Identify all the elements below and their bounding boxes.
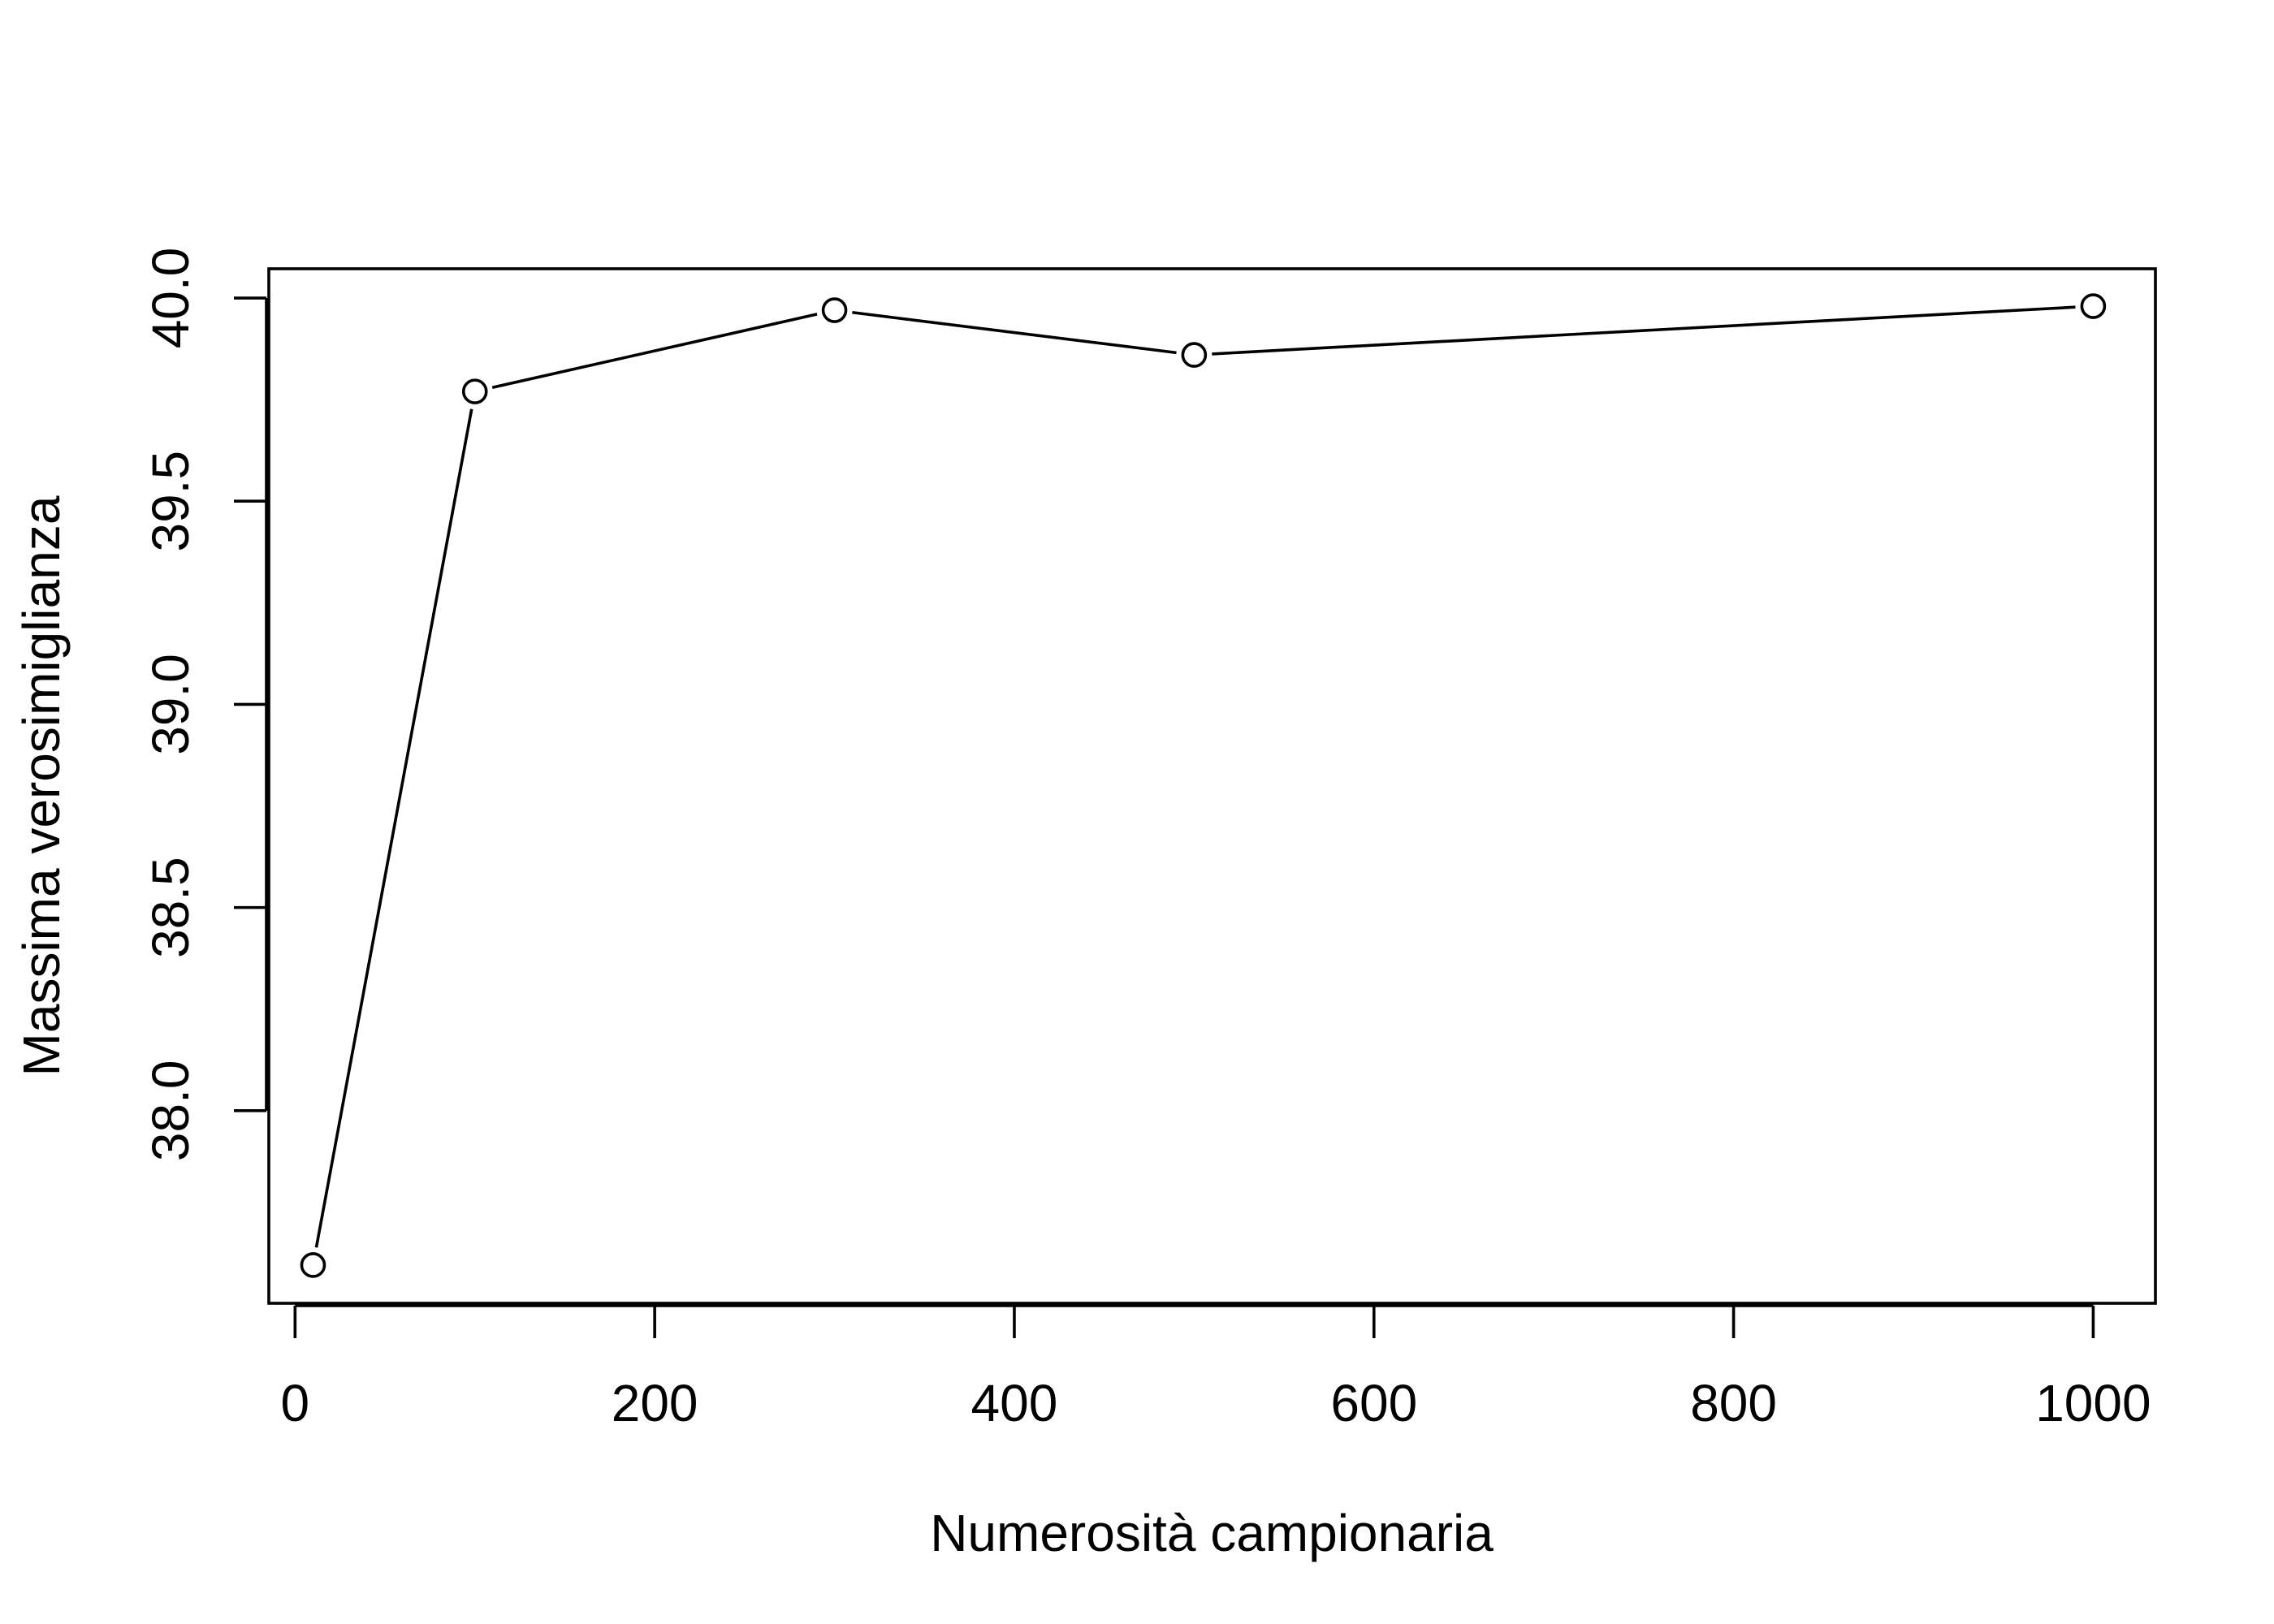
data-point <box>461 378 488 404</box>
plot-area-frame <box>267 267 2157 1305</box>
x-tick-label: 200 <box>612 1374 698 1432</box>
data-point <box>2080 293 2107 319</box>
data-point <box>821 297 848 323</box>
x-axis: 0 200 400 600 800 1000 <box>281 1304 2151 1432</box>
x-tick-label: 800 <box>1690 1374 1777 1432</box>
x-tick-label: 600 <box>1330 1374 1417 1432</box>
y-tick-label: 40.0 <box>141 248 200 349</box>
series-line-segment <box>314 408 473 1248</box>
y-axis-title: Massima verosimiglianza <box>12 495 71 1076</box>
x-tick-label: 0 <box>281 1374 310 1432</box>
y-axis: 38.0 38.5 39.0 39.5 40.0 <box>141 248 268 1162</box>
x-tick-label: 1000 <box>2035 1374 2151 1432</box>
y-tick-label: 39.5 <box>141 451 200 552</box>
y-tick-label: 39.0 <box>141 654 200 755</box>
x-tick-label: 400 <box>971 1374 1058 1432</box>
data-point <box>1181 342 1208 368</box>
y-tick-label: 38.0 <box>141 1060 200 1162</box>
series-layer <box>300 293 2107 1278</box>
x-axis-title: Numerosità campionaria <box>930 1504 1494 1562</box>
series-line-segment <box>1212 305 2076 356</box>
y-tick-label: 38.5 <box>141 857 200 958</box>
series-line-segment <box>852 310 1177 355</box>
series-line-segment <box>491 313 818 390</box>
data-point <box>300 1252 326 1278</box>
